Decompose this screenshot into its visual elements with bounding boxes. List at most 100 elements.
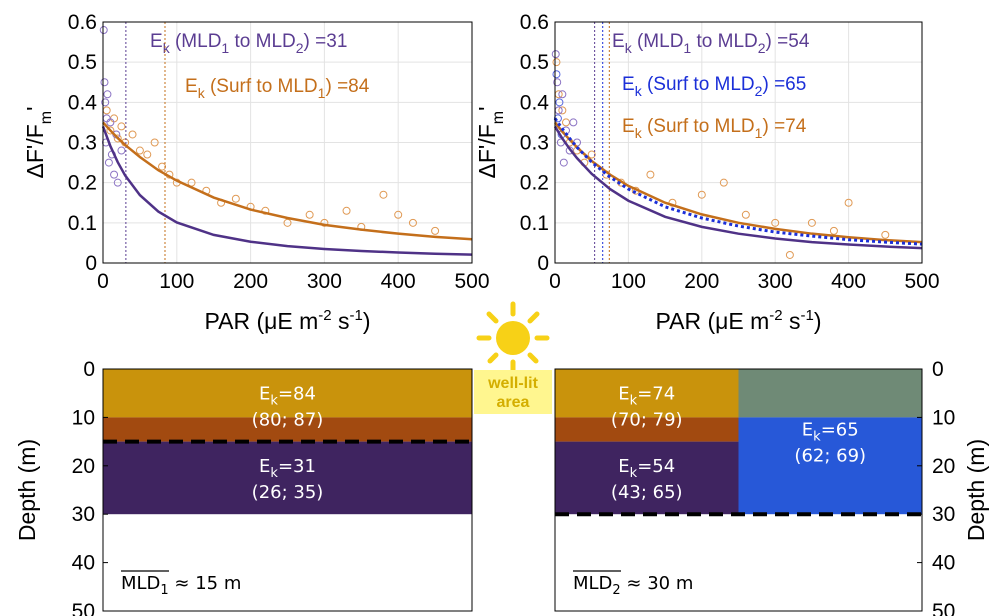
- shifted-text: 1: [683, 40, 691, 56]
- y-axis-label: ΔF'/Fm': [474, 107, 507, 179]
- y-tick-label: 0: [537, 252, 549, 275]
- scatter-point: [104, 158, 113, 167]
- text-part: s: [332, 308, 350, 334]
- depth-band: [103, 441, 472, 515]
- zone-label: Ek=65: [802, 420, 859, 445]
- zone-ci: (26; 35): [252, 482, 324, 503]
- scatter-point: [283, 218, 292, 227]
- text-part: (Surf to MLD: [642, 74, 755, 95]
- sun-label: well-lit: [487, 375, 538, 392]
- scatter-point: [558, 90, 567, 99]
- scatter-point: [102, 114, 111, 123]
- text-part: (MLD: [632, 31, 684, 52]
- x-tick-label: 0: [97, 270, 109, 293]
- text-part: E: [185, 76, 198, 97]
- annotation-value: 65: [785, 74, 806, 95]
- scatter-point: [587, 150, 596, 159]
- scatter-point: [771, 218, 780, 227]
- panel-frame: [102, 368, 473, 612]
- scatter-point: [552, 70, 561, 79]
- text-part: E: [618, 456, 629, 477]
- annotation-value: 74: [785, 116, 807, 137]
- scatter-point: [741, 210, 750, 219]
- shifted-text: k: [630, 393, 638, 408]
- text-part: PAR (μE m: [655, 308, 769, 334]
- scatter-point: [551, 50, 560, 59]
- y-tick-label: 30: [72, 503, 95, 526]
- sun-label: area: [497, 394, 530, 411]
- x-tick-label: 500: [904, 270, 939, 293]
- scatter-point: [305, 210, 314, 219]
- text-part: E: [618, 383, 629, 404]
- x-tick-label: 400: [381, 270, 416, 293]
- x-tick-label: 200: [233, 270, 268, 293]
- sun: [476, 301, 550, 373]
- shifted-text: k: [813, 430, 821, 445]
- scatter-point: [158, 162, 167, 171]
- scatter-point: [431, 226, 440, 235]
- text-part: ΔF'/F: [22, 124, 48, 178]
- y-tick-label: 0.2: [520, 172, 549, 195]
- text-part: s: [783, 308, 801, 334]
- text-part: to MLD: [691, 31, 758, 52]
- text-part: ): [814, 308, 822, 334]
- scatter-point: [150, 138, 159, 147]
- y-tick-label: 0: [85, 252, 97, 275]
- scatter-point: [320, 218, 329, 227]
- fit-curve: [101, 125, 473, 256]
- text-part: E: [802, 420, 813, 441]
- depth-band: [555, 441, 739, 515]
- fit-curve: [553, 125, 923, 250]
- y-tick-label: 0: [932, 358, 944, 381]
- text-part: ) =: [325, 76, 348, 97]
- y-tick-label: 10: [72, 406, 95, 429]
- y-tick-label: 0.5: [520, 51, 549, 74]
- text-part: MLD: [121, 573, 160, 594]
- text-part: (Surf to MLD: [642, 116, 755, 137]
- scatter-point: [113, 134, 122, 143]
- y-axis-label: Depth (m): [963, 439, 989, 541]
- scatter-point: [552, 58, 561, 67]
- scatter-point: [110, 114, 119, 123]
- fit-curve: [102, 121, 473, 241]
- fit-curve: [553, 117, 923, 246]
- y-tick-label: 0.4: [520, 91, 550, 114]
- y-tick-label: 0.4: [68, 91, 98, 114]
- text-part: ) =: [766, 31, 789, 52]
- annotation: Ek (Surf to MLD1) =84: [185, 76, 370, 101]
- shifted-text: 1: [755, 125, 763, 141]
- annotation: Ek (MLD1 to MLD2) =54: [612, 31, 810, 56]
- fit-curve: [554, 121, 923, 244]
- y-tick-label: 0: [83, 358, 95, 381]
- shifted-text: k: [635, 125, 643, 141]
- text-part: (MLD: [170, 31, 222, 52]
- zone-label: Ek=31: [259, 456, 316, 481]
- text-part: E: [622, 74, 635, 95]
- scatter-point: [555, 98, 564, 107]
- text-part: MLD: [573, 573, 612, 594]
- x-tick-label: 300: [758, 270, 793, 293]
- shifted-text: m: [490, 111, 507, 124]
- text-part: E: [259, 456, 270, 477]
- text-part: E: [612, 31, 625, 52]
- scatter-point: [829, 226, 838, 235]
- annotation: Ek (Surf to MLD2) =65: [622, 74, 806, 99]
- annotation-value: 54: [788, 31, 810, 52]
- text-part: ) =: [304, 31, 327, 52]
- well-lit-box: [474, 370, 552, 414]
- y-tick-label: 20: [72, 455, 95, 478]
- zone-ci: (62; 69): [794, 446, 866, 467]
- annotation-value: 31: [326, 31, 347, 52]
- shifted-text: k: [630, 466, 638, 481]
- depth-band: [738, 417, 922, 515]
- scatter-point: [135, 146, 144, 155]
- scatter-point: [569, 118, 578, 127]
- scatter-point: [562, 118, 571, 127]
- x-tick-label: 100: [611, 270, 646, 293]
- annotation: Ek (MLD1 to MLD2) =31: [150, 31, 347, 56]
- mld-label: MLD2 ≈ 30 m: [573, 573, 693, 598]
- y-axis-label: ΔF'/Fm': [22, 107, 55, 179]
- scatter-point: [106, 118, 115, 127]
- scatter-point: [110, 170, 119, 179]
- mld-label: MLD1 ≈ 15 m: [121, 573, 241, 598]
